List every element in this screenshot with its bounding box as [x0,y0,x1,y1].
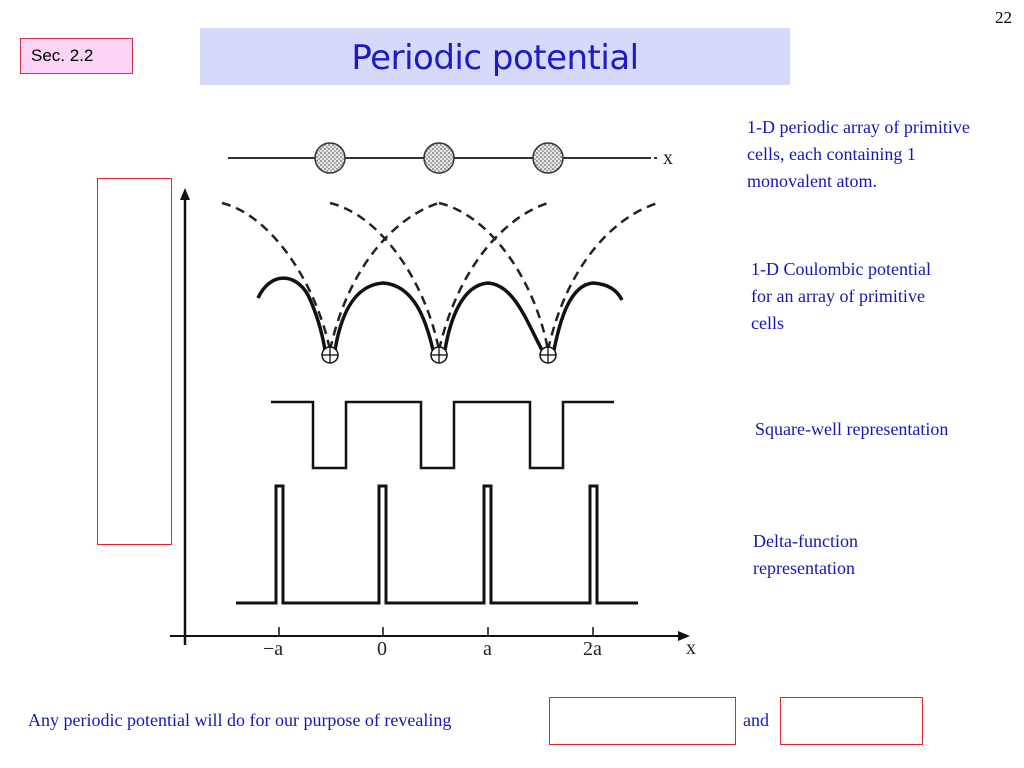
dashed-potential-right-1 [328,201,440,351]
dashed-potential-right-3 [546,201,659,351]
coulomb-segment-4 [552,281,624,351]
individual-coulomb-potentials [221,201,659,351]
combined-coulomb-potential [256,276,624,351]
coulomb-segment-3 [443,281,544,351]
title-bar: Periodic potential [200,28,790,85]
top-axis-label: x [663,147,673,169]
delta-function-potential [236,484,638,605]
atom-array: x [228,142,673,174]
caption-delta-function: Delta-function representation [753,531,858,578]
caption-coulombic: 1-D Coulombic potential for an array of … [751,259,931,333]
axes: −a 0 a 2a x [170,188,696,660]
ion-3 [539,346,557,364]
page-title: Periodic potential [351,38,639,78]
bottom-axis-label: x [686,637,696,659]
ion-1 [321,346,339,364]
atom-1 [314,142,346,174]
tick-label-minus-a: −a [263,638,283,660]
atom-3 [532,142,564,174]
ions [321,346,557,364]
x-axis-arrow [678,631,690,641]
atom-2 [423,142,455,174]
ion-2 [430,346,448,364]
y-axis-arrow [180,188,190,200]
dashed-potential-left-2 [329,201,441,351]
tick-label-2a: 2a [583,638,602,660]
empty-annotation-box [97,178,172,545]
section-badge: Sec. 2.2 [20,38,133,74]
bottom-conjunction: and [743,710,769,730]
blank-box-1 [549,697,736,745]
dashed-potential-left-3 [438,201,550,351]
square-well-potential [271,400,614,470]
dashed-potential-left-1 [221,201,332,351]
bottom-sentence: Any periodic potential will do for our p… [28,710,452,730]
slide-number: 22 [995,8,1012,27]
dashed-potential-right-2 [437,201,549,351]
blank-box-2 [780,697,923,745]
caption-square-well: Square-well representation [755,419,949,439]
tick-label-zero: 0 [377,638,387,660]
coulomb-segment-2 [333,281,435,351]
coulomb-segment-1 [256,276,327,351]
tick-label-a: a [483,638,492,660]
caption-atom-array: 1-D periodic array of primitive cells, e… [747,117,970,191]
